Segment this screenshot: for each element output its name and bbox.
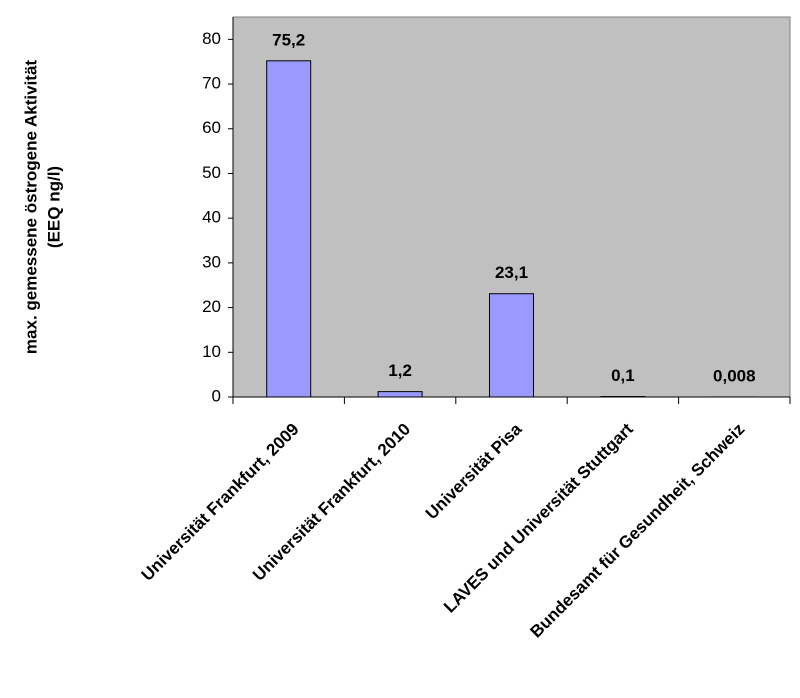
y-axis-label: max. gemessene östrogene Aktivität	[21, 60, 40, 354]
y-tick-label: 60	[202, 118, 221, 137]
y-tick-label: 20	[202, 297, 221, 316]
value-label: 23,1	[495, 263, 528, 282]
bar	[378, 392, 422, 397]
value-label: 0,1	[611, 366, 635, 385]
bar	[267, 61, 311, 397]
x-tick-label: Universität Pisa	[422, 419, 526, 523]
value-label: 0,008	[713, 366, 756, 385]
y-axis-label: (EEQ ng/l)	[44, 166, 63, 248]
x-tick-label: Bundesamt für Gesundheit, Schweiz	[526, 420, 748, 642]
value-label: 1,2	[388, 361, 412, 380]
y-tick-label: 10	[202, 342, 221, 361]
x-tick-label: LAVES und Universität Stuttgart	[440, 419, 637, 616]
value-label: 75,2	[272, 30, 305, 49]
y-tick-label: 0	[212, 386, 221, 405]
y-tick-label: 80	[202, 29, 221, 48]
y-tick-label: 40	[202, 208, 221, 227]
y-tick-label: 70	[202, 74, 221, 93]
bar	[490, 294, 534, 397]
y-tick-label: 30	[202, 252, 221, 271]
y-tick-label: 50	[202, 163, 221, 182]
